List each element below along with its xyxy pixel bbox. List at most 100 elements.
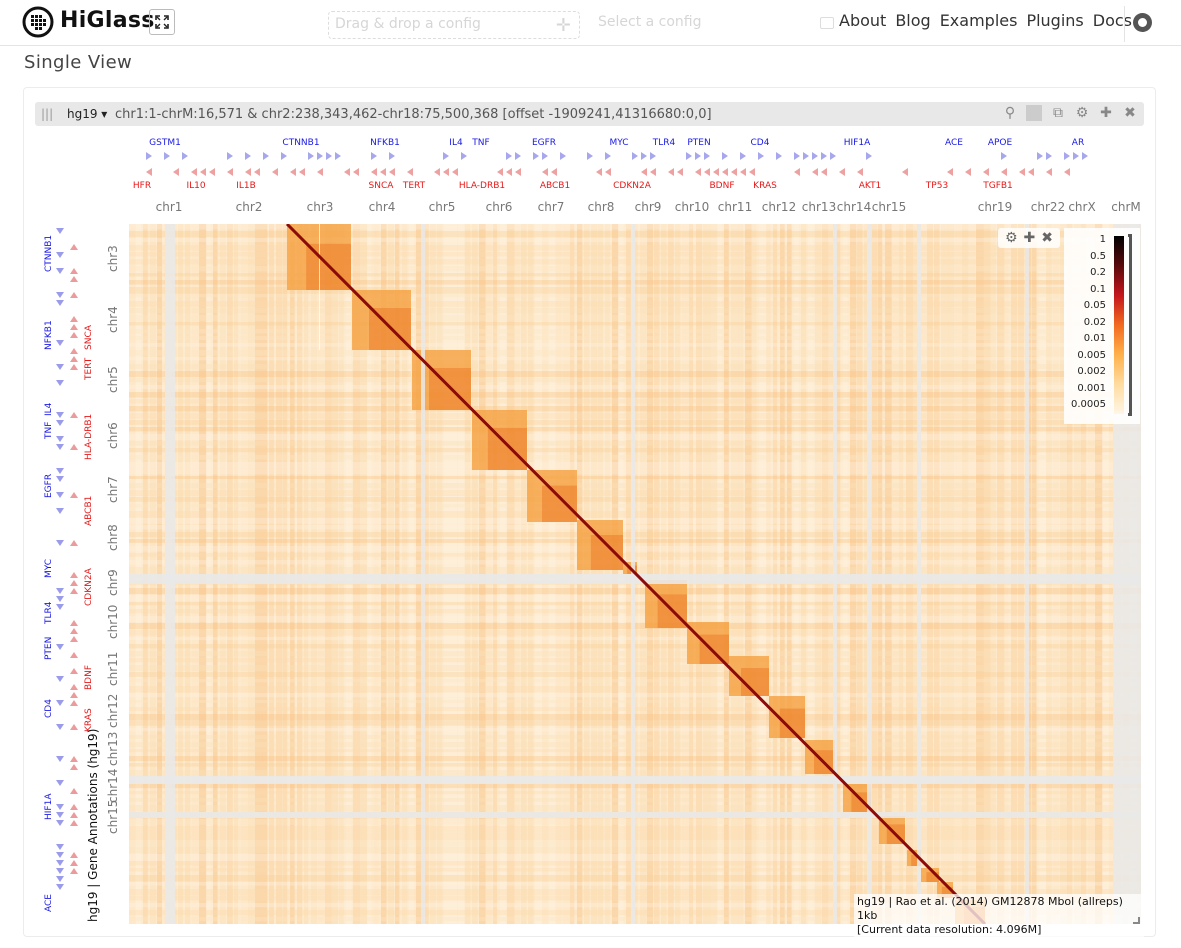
- gene-label[interactable]: ABCB1: [84, 495, 94, 526]
- gene-label[interactable]: TLR4: [44, 601, 54, 625]
- minus-strand-arrow: [1028, 168, 1034, 176]
- gene-label[interactable]: CD4: [750, 138, 770, 148]
- top-gene-annotations-track[interactable]: GSTM1 CTNNB1 NFKB1 IL4 TNF EGFR MYC TLR4 PTEN CD4…: [129, 134, 1141, 198]
- gene-label[interactable]: GSTM1: [149, 138, 181, 148]
- gene-label[interactable]: TP53: [925, 181, 949, 191]
- colorbar[interactable]: 1 0.5 0.2 0.1 0.05 0.02 0.01 0.005 0.002 0.001 0.0…: [1064, 228, 1140, 424]
- track-close-icon[interactable]: ✖: [1041, 230, 1054, 246]
- gene-label[interactable]: CTNNB1: [282, 138, 320, 148]
- plus-strand-arrow: [686, 152, 692, 160]
- gene-label[interactable]: HFR: [132, 181, 152, 191]
- gene-label[interactable]: KRAS: [753, 181, 777, 191]
- plus-strand-arrow: [56, 492, 64, 498]
- minus-strand-arrow: [515, 168, 521, 176]
- minus-strand-arrow: [551, 168, 557, 176]
- nav-docs[interactable]: Docs: [1092, 11, 1132, 30]
- left-gene-annotations-track[interactable]: CTNNB1 NFKB1 IL4 TNF EGFR MYC TLR4 PTEN CD4 HIF1A…: [38, 224, 98, 924]
- plus-strand-arrow: [803, 152, 809, 160]
- gene-label[interactable]: ACE: [44, 894, 54, 912]
- gene-label[interactable]: CDKN2A: [84, 568, 94, 606]
- minus-strand-arrow: [200, 168, 206, 176]
- gene-label[interactable]: ABCB1: [539, 181, 571, 191]
- gene-label[interactable]: HIF1A: [843, 138, 871, 148]
- gene-label[interactable]: AR: [1071, 138, 1085, 148]
- gene-label[interactable]: HLA-DRB1: [84, 413, 94, 460]
- minus-strand-arrow: [70, 332, 78, 338]
- heatmap-gap: [129, 574, 1141, 584]
- chromosome-label: chr9: [106, 569, 120, 596]
- plus-strand-arrow: [56, 604, 64, 610]
- location-search-input[interactable]: chr1:1-chrM:16,571 & chr2:238,343,462-ch…: [115, 106, 712, 122]
- minus-strand-arrow: [70, 492, 78, 498]
- colorbar-tick-label: 0.0005: [1071, 399, 1106, 410]
- gene-label[interactable]: HLA-DRB1: [458, 181, 506, 191]
- track-settings-gear-icon[interactable]: ⚙: [1004, 230, 1018, 246]
- gene-label[interactable]: MYC: [44, 558, 54, 578]
- gene-label[interactable]: IL4: [449, 138, 463, 148]
- higlass-logo-icon[interactable]: [22, 6, 54, 38]
- chromosome-label: chr8: [587, 200, 615, 214]
- minus-strand-arrow: [821, 168, 827, 176]
- gene-label[interactable]: BDNF: [84, 664, 94, 690]
- gene-label[interactable]: PTEN: [44, 636, 54, 660]
- chromosome-label: chr5: [428, 200, 456, 214]
- minus-strand-arrow: [70, 684, 78, 690]
- gene-label[interactable]: IL1B: [236, 181, 256, 191]
- genome-assembly-select[interactable]: hg19 ▾: [67, 107, 108, 121]
- view-resize-handle[interactable]: [1133, 917, 1140, 924]
- gene-label[interactable]: AKT1: [858, 181, 882, 191]
- gene-label[interactable]: TLR4: [652, 138, 676, 148]
- chromosome-label: chr4: [368, 200, 396, 214]
- gene-label[interactable]: EGFR: [531, 138, 557, 148]
- gene-label[interactable]: BDNF: [709, 181, 735, 191]
- drag-handle-icon[interactable]: |||: [41, 107, 54, 121]
- tad-block-core: [941, 886, 953, 898]
- gene-label[interactable]: CTNNB1: [44, 234, 54, 272]
- gene-label[interactable]: PTEN: [687, 138, 711, 148]
- heatmap-diagonal: [285, 224, 987, 924]
- gene-label[interactable]: MYC: [609, 138, 629, 148]
- plus-strand-arrow: [560, 152, 566, 160]
- plus-strand-arrow: [641, 152, 647, 160]
- gear-icon[interactable]: ⚙: [1075, 105, 1089, 121]
- nav-blog[interactable]: Blog: [895, 11, 931, 30]
- gene-label[interactable]: TERT: [402, 181, 426, 191]
- brand-name[interactable]: HiGlass: [60, 8, 155, 33]
- gene-label[interactable]: CD4: [44, 699, 54, 718]
- plus-strand-arrow: [56, 588, 64, 594]
- gene-label[interactable]: HIF1A: [44, 793, 54, 820]
- copy-icon[interactable]: ⧉: [1053, 105, 1063, 121]
- nav-plugins[interactable]: Plugins: [1026, 11, 1084, 30]
- select-config-dropdown[interactable]: Select a config: [598, 14, 702, 30]
- nav-examples[interactable]: Examples: [939, 11, 1018, 30]
- add-track-icon[interactable]: ✚: [1100, 105, 1112, 121]
- search-icon[interactable]: ⚲: [1004, 105, 1016, 121]
- hic-heatmap[interactable]: [129, 224, 1141, 924]
- folder-icon[interactable]: [820, 17, 834, 29]
- gene-label[interactable]: TERT: [84, 357, 94, 380]
- gene-label[interactable]: NFKB1: [44, 320, 54, 350]
- gene-label[interactable]: SNCA: [368, 181, 394, 191]
- gene-label[interactable]: SNCA: [84, 325, 94, 350]
- gene-label[interactable]: EGFR: [44, 473, 54, 498]
- plus-strand-arrow: [56, 884, 64, 890]
- config-dropzone[interactable]: Drag & drop a config ✛: [328, 11, 580, 39]
- nav-about[interactable]: About: [839, 11, 887, 30]
- gene-label[interactable]: TNF: [44, 421, 54, 439]
- colorbar-tick-label: 0.1: [1090, 283, 1106, 295]
- gene-label[interactable]: NFKB1: [370, 138, 400, 148]
- gene-label[interactable]: ACE: [945, 138, 963, 148]
- heatmap-canvas[interactable]: [129, 224, 1141, 924]
- track-add-icon[interactable]: ✚: [1023, 230, 1036, 246]
- gene-label[interactable]: IL4: [44, 402, 54, 416]
- colorbar-range-handle[interactable]: [1128, 234, 1132, 416]
- gene-label[interactable]: APOE: [987, 138, 1013, 148]
- minus-strand-arrow: [70, 412, 78, 418]
- github-icon[interactable]: [1133, 13, 1152, 32]
- gene-label[interactable]: IL10: [186, 181, 206, 191]
- gene-label[interactable]: CDKN2A: [613, 181, 651, 191]
- gene-label[interactable]: TNF: [472, 138, 490, 148]
- close-view-icon[interactable]: ✖: [1124, 105, 1136, 121]
- gene-label[interactable]: TGFB1: [983, 181, 1013, 191]
- fullscreen-button[interactable]: [149, 9, 175, 35]
